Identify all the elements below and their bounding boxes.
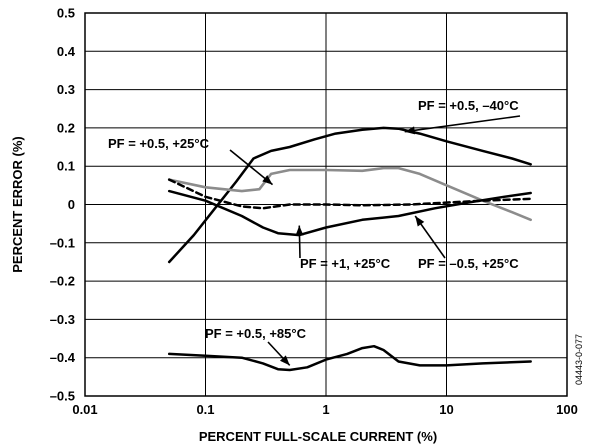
x-axis-title: PERCENT FULL-SCALE CURRENT (%) [199, 429, 437, 444]
series-line-2 [167, 178, 532, 210]
tick-labels: 0.5 0.4 0.3 0.2 0.1 0 –0.1 –0.2 –0.3 –0.4 –0.50.01… [50, 6, 578, 418]
y-tick-label: 0.4 [57, 44, 76, 59]
annotation-arrowhead [415, 215, 425, 227]
series-line-4 [167, 344, 532, 372]
annotation-arrowhead [262, 175, 273, 185]
annotation-arrowhead [279, 355, 290, 366]
y-tick-label: –0.5 [50, 389, 75, 404]
series-line-3 [167, 189, 532, 237]
annotation-label: PF = +0.5, +25°C [108, 136, 210, 151]
series-line-1 [167, 166, 532, 222]
series-line-0 [167, 126, 532, 264]
x-tick-label: 1 [322, 402, 329, 417]
annotation-label: PF = +0.5, +85°C [205, 326, 307, 341]
annotation-label: PF = +1, +25°C [300, 256, 391, 271]
plot-border [84, 12, 568, 397]
x-tick-label: 0.01 [72, 402, 97, 417]
y-tick-label: –0.1 [50, 235, 75, 250]
series-group [167, 126, 532, 372]
x-tick-label: 100 [556, 402, 578, 417]
annotation-arrowhead [295, 225, 304, 236]
y-tick-label: –0.4 [50, 350, 76, 365]
figure-id: 04443-0-077 [574, 334, 584, 385]
y-tick-label: –0.3 [50, 312, 75, 327]
y-tick-label: 0.2 [57, 120, 75, 135]
annotation-label: PF = –0.5, +25°C [418, 256, 519, 271]
annotation-arrow-line [404, 115, 521, 133]
y-axis-title: PERCENT ERROR (%) [10, 136, 25, 273]
y-tick-label: –0.2 [50, 274, 75, 289]
y-tick-label: 0.5 [57, 6, 75, 21]
y-tick-label: 0 [68, 197, 75, 212]
annotations: PF = +0.5, –40°C PF = +0.5, +25°C PF = +1,… [108, 98, 521, 366]
x-tick-label: 10 [439, 402, 453, 417]
y-tick-label: 0.3 [57, 82, 75, 97]
annotation-arrowhead [404, 126, 416, 135]
annotation-label: PF = +0.5, –40°C [418, 98, 519, 113]
plot-frame [84, 12, 568, 397]
x-tick-label: 0.1 [196, 402, 214, 417]
y-tick-label: 0.1 [57, 159, 75, 174]
